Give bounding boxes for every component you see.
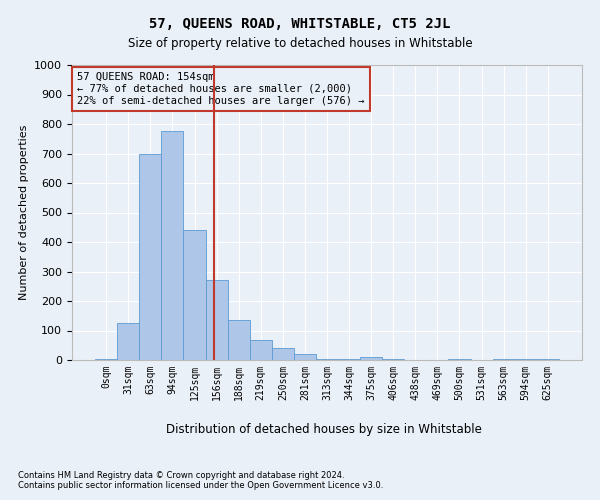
Bar [161,132,184,360]
Bar [250,340,272,360]
Text: Distribution of detached houses by size in Whitstable: Distribution of detached houses by size … [166,422,482,436]
Bar [227,320,250,360]
Text: 57, QUEENS ROAD, WHITSTABLE, CT5 2JL: 57, QUEENS ROAD, WHITSTABLE, CT5 2JL [149,18,451,32]
Text: 57 QUEENS ROAD: 154sqm
← 77% of detached houses are smaller (2,000)
22% of semi-: 57 QUEENS ROAD: 154sqm ← 77% of detached… [77,72,365,106]
Text: Contains HM Land Registry data © Crown copyright and database right 2024.: Contains HM Land Registry data © Crown c… [18,470,344,480]
Bar [515,358,537,360]
Bar [448,358,470,360]
Bar [294,354,316,360]
Bar [338,358,360,360]
Bar [360,357,382,360]
Bar [184,230,206,360]
Bar [139,154,161,360]
Text: Size of property relative to detached houses in Whitstable: Size of property relative to detached ho… [128,38,472,51]
Bar [382,358,404,360]
Bar [117,323,139,360]
Y-axis label: Number of detached properties: Number of detached properties [19,125,29,300]
Bar [95,358,117,360]
Bar [206,280,227,360]
Bar [316,358,338,360]
Bar [537,358,559,360]
Bar [272,348,294,360]
Bar [493,358,515,360]
Text: Contains public sector information licensed under the Open Government Licence v3: Contains public sector information licen… [18,480,383,490]
